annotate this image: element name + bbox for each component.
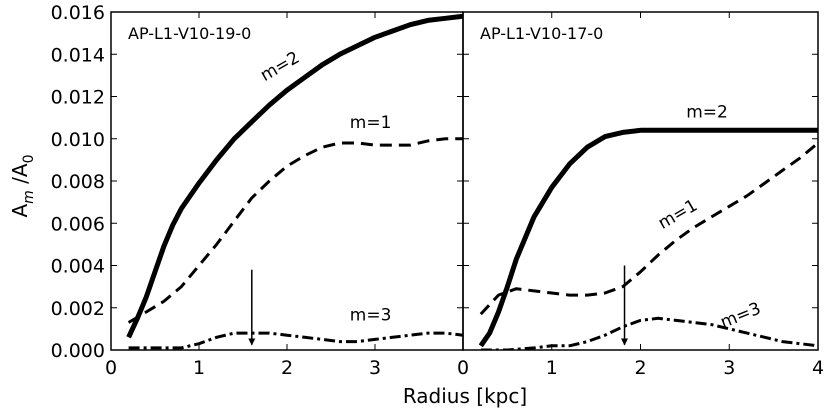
x-tick-label: 1 xyxy=(193,357,205,379)
x-tick-label: 2 xyxy=(634,357,646,379)
series-line-m1 xyxy=(127,137,463,324)
series-annotation: m=1 xyxy=(350,113,392,133)
x-tick-label: 0 xyxy=(457,357,469,379)
x-tick-label: 2 xyxy=(281,357,293,379)
series-annotation: m=3 xyxy=(350,305,392,325)
x-axis-label: Radius [kpc] xyxy=(403,384,527,408)
y-tick-label: 0.016 xyxy=(51,2,105,24)
left-panel: 0 1 2 3 0.000 0.002 0.004 0.006 0.008 0.010 0.012 0… xyxy=(51,2,464,379)
y-tick-label: 0.006 xyxy=(51,213,105,235)
y-tick-label: 0.012 xyxy=(51,87,105,109)
y-tick-label: 0.010 xyxy=(51,129,105,151)
series-annotation: m=1 xyxy=(655,196,701,234)
y-axis-label-sub1: m xyxy=(21,190,37,204)
y-tick-label: 0.008 xyxy=(51,171,105,193)
series-line-m2 xyxy=(478,127,818,348)
x-tick-label: 3 xyxy=(723,357,735,379)
panel-title: AP-L1-V10-19-0 xyxy=(128,24,251,43)
series-line-m2 xyxy=(126,13,463,339)
y-tick-label: 0.014 xyxy=(51,44,105,66)
right-panel: 0 1 2 3 4 m=2 m=1 m=3 AP-L1-V10-17-0 xyxy=(457,11,824,379)
series-line-m1 xyxy=(479,141,818,316)
y-axis-label-sub2: 0 xyxy=(21,154,37,163)
y-axis-label-mid: /A xyxy=(8,163,32,190)
y-axis-label-main: A xyxy=(8,204,32,218)
series-annotation: m=2 xyxy=(257,48,303,86)
y-tick-label: 0.002 xyxy=(51,298,105,320)
x-tick-label: 4 xyxy=(812,357,824,379)
series-line-m3 xyxy=(128,331,463,350)
x-tick-label: 3 xyxy=(369,357,381,379)
panel-title: AP-L1-V10-17-0 xyxy=(480,24,603,43)
plot-frame xyxy=(462,11,819,351)
series-annotation: m=2 xyxy=(686,103,728,123)
y-tick-label: 0.000 xyxy=(51,340,105,362)
x-tick-label: 0 xyxy=(105,357,117,379)
x-tick-label: 1 xyxy=(546,357,558,379)
y-axis-label: Am /A0 xyxy=(8,154,37,217)
y-tick-label: 0.004 xyxy=(51,256,105,278)
series-annotation: m=3 xyxy=(718,299,764,333)
series-line-m3 xyxy=(480,316,818,350)
